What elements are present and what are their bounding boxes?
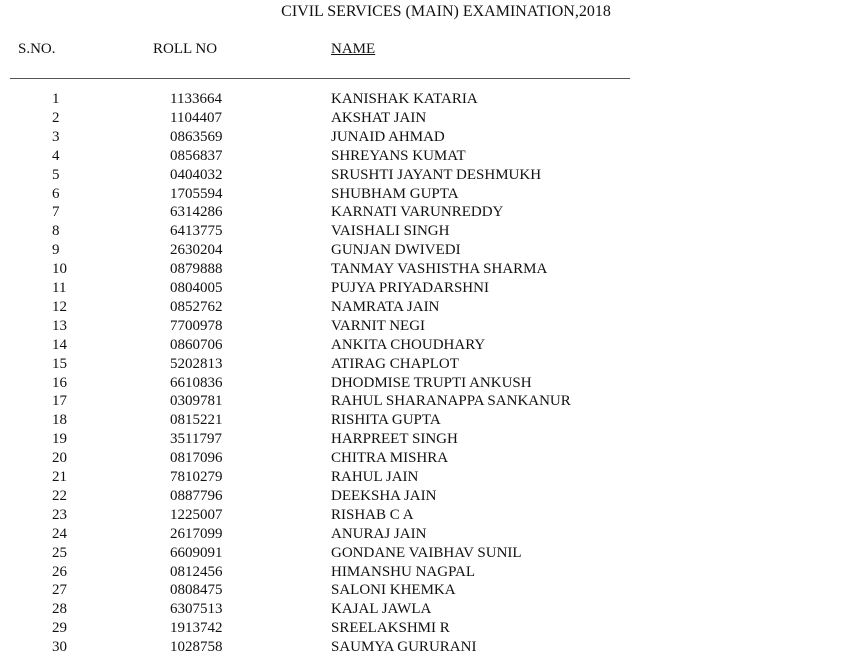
cell-roll: 6314286: [170, 204, 223, 221]
cell-sno: 24: [52, 525, 67, 542]
cell-sno: 30: [52, 639, 67, 656]
cell-name: KARNATI VARUNREDDY: [331, 204, 504, 221]
cell-name: SAUMYA GURURANI: [331, 639, 477, 656]
cell-name: HARPREET SINGH: [331, 431, 458, 448]
cell-name: SHUBHAM GUPTA: [331, 185, 459, 202]
cell-roll: 6609091: [170, 544, 223, 561]
cell-roll: 0804005: [170, 280, 223, 296]
cell-sno: 29: [52, 620, 67, 637]
cell-name: RISHITA GUPTA: [331, 412, 441, 429]
cell-name: AKSHAT JAIN: [331, 109, 427, 126]
cell-name: KANISHAK KATARIA: [331, 91, 478, 107]
cell-roll: 1104407: [170, 109, 222, 126]
cell-name: DEEKSHA JAIN: [331, 487, 437, 504]
header-name: NAME: [331, 41, 376, 57]
cell-name: GUNJAN DWIVEDI: [331, 242, 461, 259]
cell-sno: 12: [52, 298, 67, 315]
cell-sno: 6: [52, 185, 60, 202]
cell-sno: 9: [52, 242, 60, 259]
cell-roll: 6413775: [170, 223, 223, 240]
cell-sno: 20: [52, 450, 67, 467]
cell-sno: 14: [52, 336, 67, 353]
cell-name: ATIRAG CHAPLOT: [331, 355, 459, 372]
cell-sno: 8: [52, 223, 60, 240]
cell-roll: 6610836: [170, 374, 223, 391]
cell-sno: 26: [52, 563, 67, 580]
cell-sno: 1: [52, 91, 60, 107]
cell-name: GONDANE VAIBHAV SUNIL: [331, 544, 522, 561]
cell-sno: 2: [52, 109, 60, 126]
cell-name: ANURAJ JAIN: [331, 525, 427, 542]
cell-sno: 16: [52, 374, 67, 391]
cell-roll: 5202813: [170, 355, 223, 372]
cell-name: PUJYA PRIYADARSHNI: [331, 280, 489, 296]
cell-sno: 13: [52, 317, 67, 334]
cell-roll: 1133664: [170, 91, 222, 107]
cell-sno: 10: [52, 261, 67, 278]
cell-name: RISHAB C A: [331, 506, 414, 523]
cell-sno: 17: [52, 393, 67, 410]
cell-roll: 0879888: [170, 261, 223, 278]
cell-name: TANMAY VASHISTHA SHARMA: [331, 261, 548, 278]
cell-sno: 27: [52, 582, 67, 599]
cell-name: SHREYANS KUMAT: [331, 147, 466, 164]
cell-sno: 22: [52, 487, 67, 504]
cell-roll: 1705594: [170, 185, 223, 202]
cell-roll: 0817096: [170, 450, 223, 467]
cell-sno: 28: [52, 601, 67, 618]
document-title: CIVIL SERVICES (MAIN) EXAMINATION,2018: [281, 3, 611, 20]
cell-name: HIMANSHU NAGPAL: [331, 563, 476, 580]
cell-name: JUNAID AHMAD: [331, 128, 445, 145]
cell-sno: 23: [52, 506, 67, 523]
cell-name: ANKITA CHOUDHARY: [331, 336, 486, 353]
cell-sno: 7: [52, 204, 60, 221]
cell-roll: 0856837: [170, 147, 223, 164]
cell-roll: 2630204: [170, 242, 223, 259]
cell-sno: 18: [52, 412, 67, 429]
cell-sno: 3: [52, 128, 60, 145]
cell-roll: 0808475: [170, 582, 223, 599]
cell-name: KAJAL JAWLA: [331, 601, 432, 618]
cell-sno: 11: [52, 280, 67, 296]
cell-roll: 7810279: [170, 469, 223, 485]
cell-roll: 0404032: [170, 166, 223, 183]
cell-roll: 3511797: [170, 431, 222, 448]
cell-roll: 6307513: [170, 601, 223, 618]
header-roll-no: ROLL NO: [153, 41, 218, 57]
cell-roll: 1913742: [170, 620, 223, 637]
cell-name: VARNIT NEGI: [331, 317, 426, 334]
cell-sno: 15: [52, 355, 67, 372]
header-sno: S.NO.: [18, 41, 56, 57]
cell-sno: 5: [52, 166, 60, 183]
cell-name: RAHUL JAIN: [331, 469, 419, 485]
cell-sno: 19: [52, 431, 67, 448]
cell-roll: 0815221: [170, 412, 223, 429]
cell-name: DHODMISE TRUPTI ANKUSH: [331, 374, 532, 391]
cell-sno: 4: [52, 147, 60, 164]
cell-sno: 21: [52, 469, 67, 485]
cell-name: SRUSHTI JAYANT DESHMUKH: [331, 166, 542, 183]
cell-name: VAISHALI SINGH: [331, 223, 450, 240]
cell-roll: 0887796: [170, 487, 223, 504]
cell-name: CHITRA MISHRA: [331, 450, 449, 467]
cell-roll: 0812456: [170, 563, 223, 580]
cell-roll: 0309781: [170, 393, 223, 410]
cell-roll: 0860706: [170, 336, 223, 353]
cell-roll: 0852762: [170, 298, 223, 315]
cell-name: RAHUL SHARANAPPA SANKANUR: [331, 393, 571, 410]
cell-name: SALONI KHEMKA: [331, 582, 456, 599]
cell-roll: 7700978: [170, 317, 223, 334]
cell-name: SREELAKSHMI R: [331, 620, 450, 637]
cell-roll: 2617099: [170, 525, 223, 542]
cell-roll: 1225007: [170, 506, 223, 523]
cell-name: NAMRATA JAIN: [331, 298, 440, 315]
cell-sno: 25: [52, 544, 67, 561]
cell-roll: 0863569: [170, 128, 223, 145]
header-divider: [10, 78, 630, 79]
cell-roll: 1028758: [170, 639, 223, 656]
